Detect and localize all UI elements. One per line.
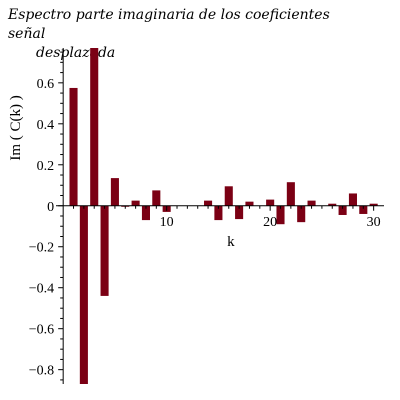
bar-k-21 [276, 205, 285, 225]
bar-k-2 [79, 205, 88, 384]
bar-k-17 [235, 205, 244, 220]
bar-k-28 [348, 193, 357, 206]
bar-k-18 [245, 201, 254, 206]
bar-k-14 [204, 200, 213, 206]
bars-group [69, 48, 378, 384]
x-tick-label-20: 20 [263, 215, 277, 230]
ticks-group: 10 20 30 0.6 0.4 0.2 0 −0.2 −0.4 −0.6 −0.8 [29, 51, 381, 381]
bar-k-3 [90, 48, 99, 206]
y-tick-label-2: 0.2 [37, 159, 55, 174]
x-tick-label-30: 30 [367, 215, 381, 230]
y-tick-label-6: −0.6 [29, 323, 54, 338]
bar-k-9 [152, 190, 161, 206]
bar-k-16 [224, 186, 233, 206]
bar-k-29 [359, 205, 368, 214]
bar-k-26 [328, 203, 337, 206]
bar-k-4 [100, 205, 109, 296]
bar-k-30 [369, 203, 378, 206]
bar-k-20 [266, 199, 275, 206]
y-tick-label-1: 0.4 [37, 118, 55, 133]
bar-k-7 [131, 200, 140, 206]
bar-k-23 [297, 205, 306, 223]
y-tick-label-7: −0.8 [29, 364, 54, 379]
chart-title-line-1: Espectro parte imaginaria de los coefici… [8, 7, 330, 42]
y-tick-label-4: −0.2 [29, 241, 54, 256]
bar-k-27 [338, 205, 347, 215]
bar-k-5 [110, 178, 119, 206]
x-tick-label-10: 10 [160, 215, 174, 230]
y-tick-label-3: 0 [47, 200, 54, 215]
bar-k-24 [307, 200, 316, 206]
bar-k-15 [214, 205, 223, 221]
y-tick-label-0: 0.6 [37, 77, 55, 92]
x-axis-label: k [227, 234, 235, 250]
bar-k-1 [69, 87, 78, 206]
y-tick-label-5: −0.4 [29, 282, 54, 297]
bar-k-8 [141, 205, 150, 221]
y-axis-label: Im ( C(k) ) [8, 95, 24, 160]
bar-k-22 [286, 182, 295, 206]
